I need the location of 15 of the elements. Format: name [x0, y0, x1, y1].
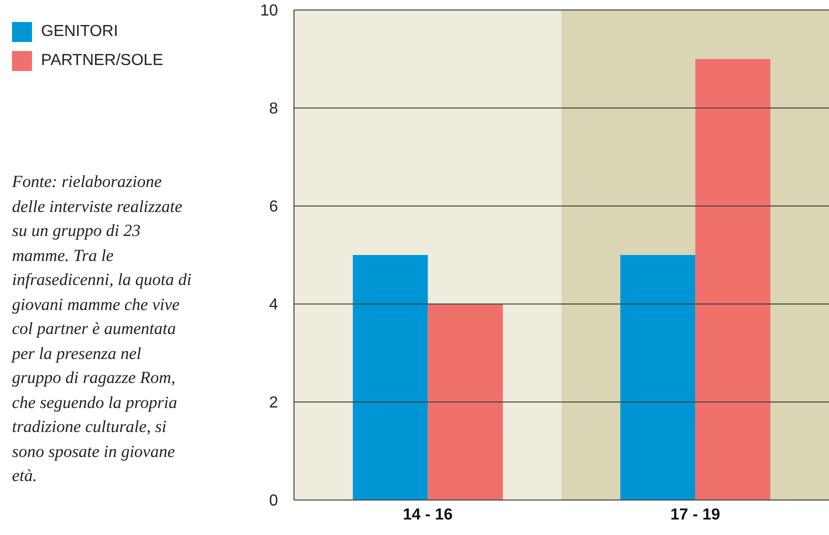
y-tick-label: 0	[269, 492, 278, 510]
text: Fonte: rielaborazione delle interviste realizzate su un gruppo di 23 mamme. Tra le infrasedicenni, la quota di giovani mamme che vive col partner è aumentata per la presenza nel gruppo di ragazze Rom, che seguendo la propria tradizione culturale, si sono sposate in giovane età.	[12, 172, 192, 485]
bar	[620, 255, 696, 500]
legend-label: PARTNER/SOLE	[41, 52, 164, 70]
bar	[352, 255, 428, 500]
x-tick-label: 14 - 16	[402, 506, 453, 524]
y-tick-label: 2	[269, 394, 278, 412]
bar	[428, 304, 503, 500]
y-tick-label: 4	[269, 296, 278, 314]
y-tick-label: 6	[269, 198, 278, 216]
legend-label: GENITORI	[41, 23, 118, 41]
y-tick-label: 10	[260, 2, 278, 20]
y-tick-label: 8	[269, 100, 278, 118]
bar	[695, 59, 770, 500]
x-tick-label: 17 - 19	[670, 506, 720, 524]
